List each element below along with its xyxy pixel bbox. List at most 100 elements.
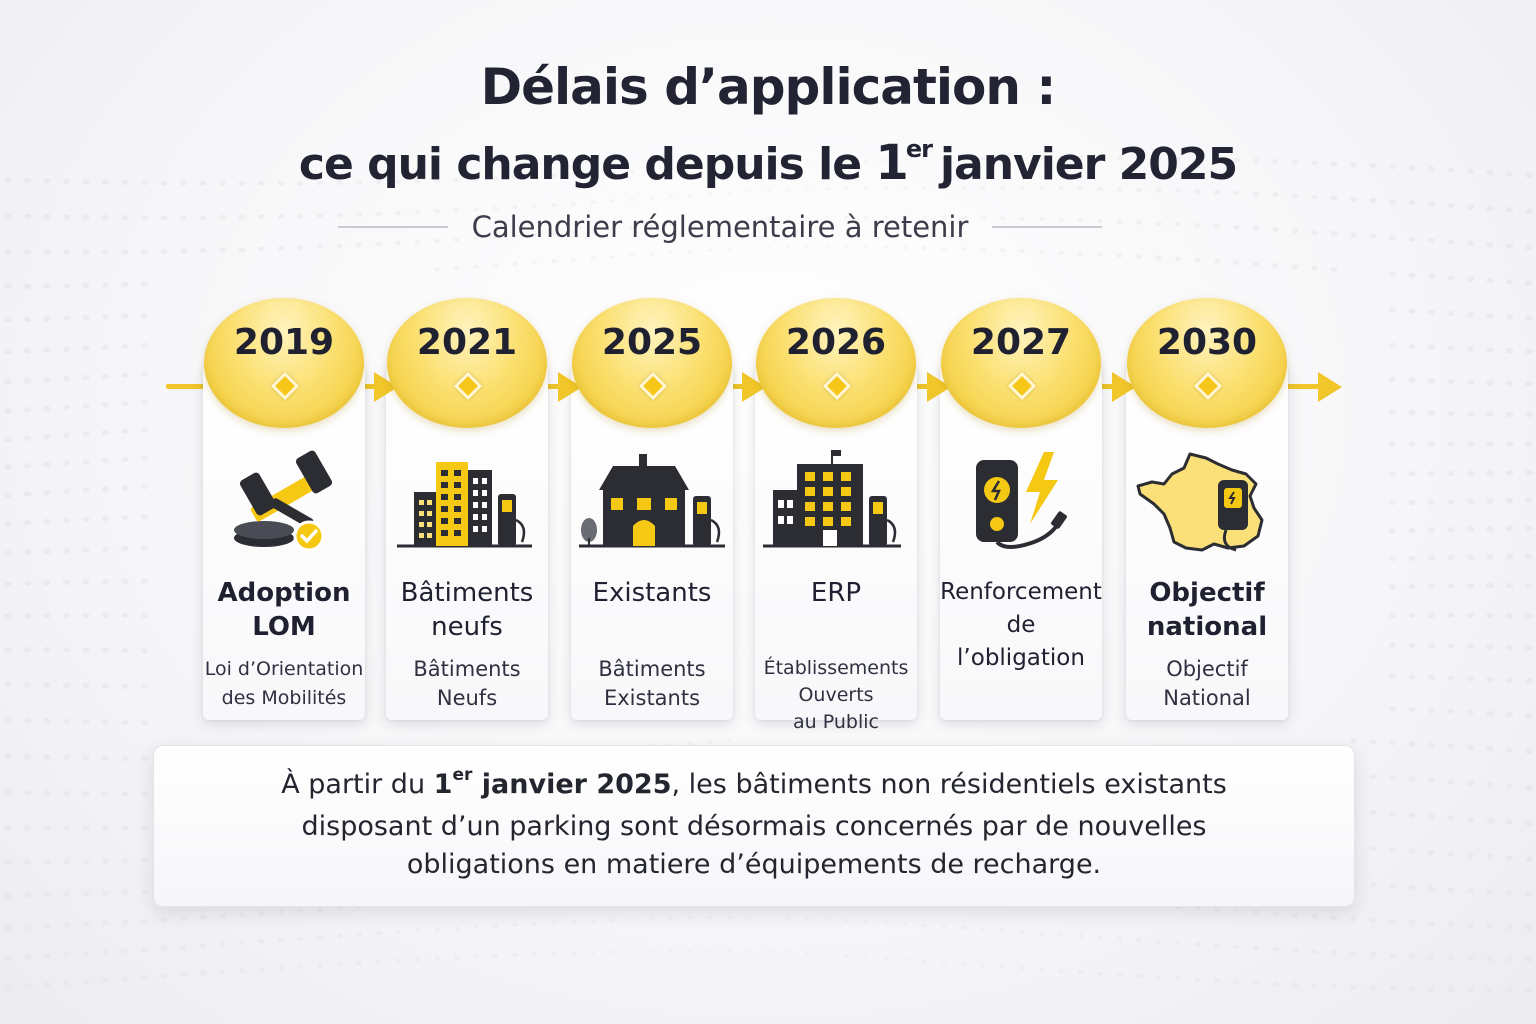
bg-dot [1389,235,1396,241]
bg-dot [785,188,791,192]
bg-dot [805,245,810,249]
bg-dot [238,214,246,220]
bg-dot [4,924,12,931]
milestone-description-line: Bâtiments [413,657,521,681]
bg-dot [141,825,148,831]
bg-dot [590,171,596,176]
bg-dot [414,957,421,962]
bg-dot [23,580,32,587]
bg-dot [1136,973,1142,979]
bg-dot [805,215,810,220]
bg-dot [960,925,967,930]
bg-dot [141,975,148,981]
bg-dot [238,968,246,974]
bg-dot [1330,161,1338,167]
bg-dot [1525,582,1533,589]
bg-dot [355,932,363,937]
bg-dot [82,282,90,289]
new-buildings-charger-icon [397,462,532,548]
bg-dot [1389,952,1396,959]
bg-dot [902,215,908,220]
bg-dot [999,185,1006,190]
bg-dot [355,960,363,966]
bg-dot [1155,975,1162,980]
bg-dot [1408,441,1416,447]
bg-dot [4,520,12,527]
bg-dot [395,929,401,934]
bg-dot [1505,644,1514,651]
bg-dot [62,891,71,897]
bg-dot [121,249,129,255]
bg-dot [1486,470,1494,476]
bg-dot [434,238,440,244]
bg-dot [4,984,12,990]
bg-dot [1525,987,1533,994]
bg-dot [355,212,363,217]
bg-dot [629,949,635,954]
bg-dot [1019,156,1025,161]
bg-dot [180,248,187,254]
bg-dot [1408,674,1416,680]
bg-dot [43,461,51,468]
bg-dot [23,754,32,760]
bg-dot [922,246,927,251]
bg-dot [141,427,148,433]
bg-dot [1427,986,1436,992]
bg-dot [141,514,148,520]
bg-dot [1272,981,1279,987]
bg-dot [199,970,207,976]
bg-dot [1486,889,1494,895]
bg-dot [824,159,830,163]
bg-dot [727,191,732,195]
bg-dot [1330,983,1338,989]
bg-dot [668,949,674,953]
bg-dot [101,314,110,320]
milestone-title-line: Objectif [1149,578,1265,608]
bg-dot [180,215,187,221]
bg-dot [1525,315,1533,321]
bg-dot [610,227,615,232]
bg-dot [23,491,32,497]
bg-dot [395,210,401,216]
bg-dot [980,963,986,968]
bg-dot [316,213,324,219]
bg-dot [610,950,615,954]
bg-dot [1466,526,1475,532]
bg-dot [1077,933,1084,939]
bg-dot [1174,222,1182,227]
year-medal: 2021 [387,298,547,428]
bg-dot [62,346,71,352]
bg-dot [258,911,265,916]
bg-dot [1058,217,1064,222]
bg-dot [1252,980,1260,986]
bg-dot [82,487,90,493]
bg-dot [43,377,51,383]
bg-dot [1466,554,1475,560]
bg-dot [1350,738,1357,744]
bg-dot [1097,186,1103,191]
bg-dot [1447,378,1455,385]
bg-dot [1038,931,1045,936]
bg-dot [1466,240,1475,246]
bg-dot [23,249,32,255]
bg-dot [473,264,479,269]
bg-dot [1155,939,1162,944]
milestone-title-line: Existants [592,578,712,608]
bg-dot [297,245,304,251]
bg-dot [1389,556,1396,562]
bg-dot [1408,612,1416,618]
bg-dot [82,719,90,725]
bg-dot [1466,312,1475,318]
bg-dot [62,790,71,796]
bg-dot [375,179,382,185]
bg-dot [434,178,440,183]
bg-dot [4,825,12,831]
bg-dot [1389,528,1396,534]
bg-dot [4,464,12,471]
bg-dot [960,215,967,220]
bg-dot [1272,911,1279,917]
bg-dot [62,214,71,220]
bg-dot [746,915,752,919]
bg-dot [101,790,110,797]
bg-dot [1311,229,1318,235]
